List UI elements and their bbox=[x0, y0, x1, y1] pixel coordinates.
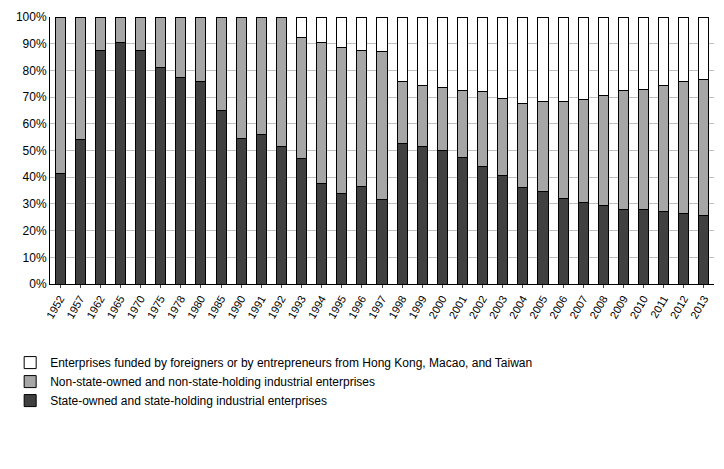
svg-text:1970: 1970 bbox=[124, 293, 147, 320]
svg-text:1978: 1978 bbox=[165, 293, 188, 320]
svg-text:60%: 60% bbox=[23, 117, 47, 131]
svg-text:1999: 1999 bbox=[406, 293, 429, 320]
svg-text:2008: 2008 bbox=[587, 293, 610, 320]
svg-text:70%: 70% bbox=[23, 90, 47, 104]
svg-text:2004: 2004 bbox=[507, 293, 530, 320]
svg-text:State-owned and state-holding: State-owned and state-holding industrial… bbox=[50, 394, 327, 408]
svg-text:1996: 1996 bbox=[346, 293, 369, 320]
svg-text:2005: 2005 bbox=[527, 293, 550, 320]
svg-text:1990: 1990 bbox=[225, 293, 248, 320]
svg-text:50%: 50% bbox=[23, 144, 47, 158]
svg-text:1994: 1994 bbox=[306, 293, 329, 320]
svg-text:1991: 1991 bbox=[245, 293, 268, 320]
svg-text:1998: 1998 bbox=[386, 293, 409, 320]
svg-text:1962: 1962 bbox=[84, 293, 107, 320]
svg-text:1975: 1975 bbox=[145, 293, 168, 320]
svg-text:2012: 2012 bbox=[668, 293, 691, 320]
svg-text:30%: 30% bbox=[23, 197, 47, 211]
svg-text:2006: 2006 bbox=[547, 293, 570, 320]
svg-text:2011: 2011 bbox=[648, 293, 670, 319]
svg-text:1957: 1957 bbox=[64, 293, 87, 320]
svg-text:1993: 1993 bbox=[285, 293, 308, 320]
svg-text:10%: 10% bbox=[23, 250, 47, 264]
svg-text:1952: 1952 bbox=[44, 293, 67, 320]
svg-text:2002: 2002 bbox=[466, 293, 489, 320]
svg-text:1965: 1965 bbox=[104, 293, 127, 320]
svg-text:1995: 1995 bbox=[326, 293, 349, 320]
svg-text:20%: 20% bbox=[23, 224, 47, 238]
svg-text:2007: 2007 bbox=[567, 293, 590, 320]
svg-text:1985: 1985 bbox=[205, 293, 228, 320]
svg-text:2010: 2010 bbox=[627, 293, 650, 320]
svg-text:2013: 2013 bbox=[688, 293, 711, 320]
svg-text:1980: 1980 bbox=[185, 293, 208, 320]
svg-text:1992: 1992 bbox=[265, 293, 288, 320]
svg-text:Enterprises funded by foreigne: Enterprises funded by foreigners or by e… bbox=[50, 356, 532, 370]
svg-text:2001: 2001 bbox=[446, 293, 469, 320]
svg-text:40%: 40% bbox=[23, 170, 47, 184]
svg-text:0%: 0% bbox=[29, 277, 47, 291]
svg-text:2009: 2009 bbox=[607, 293, 630, 320]
svg-text:Non-state-owned and non-state-: Non-state-owned and non-state-holding in… bbox=[50, 375, 375, 389]
svg-text:2000: 2000 bbox=[426, 293, 449, 320]
svg-text:2003: 2003 bbox=[487, 293, 510, 320]
svg-text:80%: 80% bbox=[23, 64, 47, 78]
svg-text:90%: 90% bbox=[23, 37, 47, 51]
svg-text:100%: 100% bbox=[16, 10, 47, 24]
svg-text:1997: 1997 bbox=[366, 293, 389, 320]
